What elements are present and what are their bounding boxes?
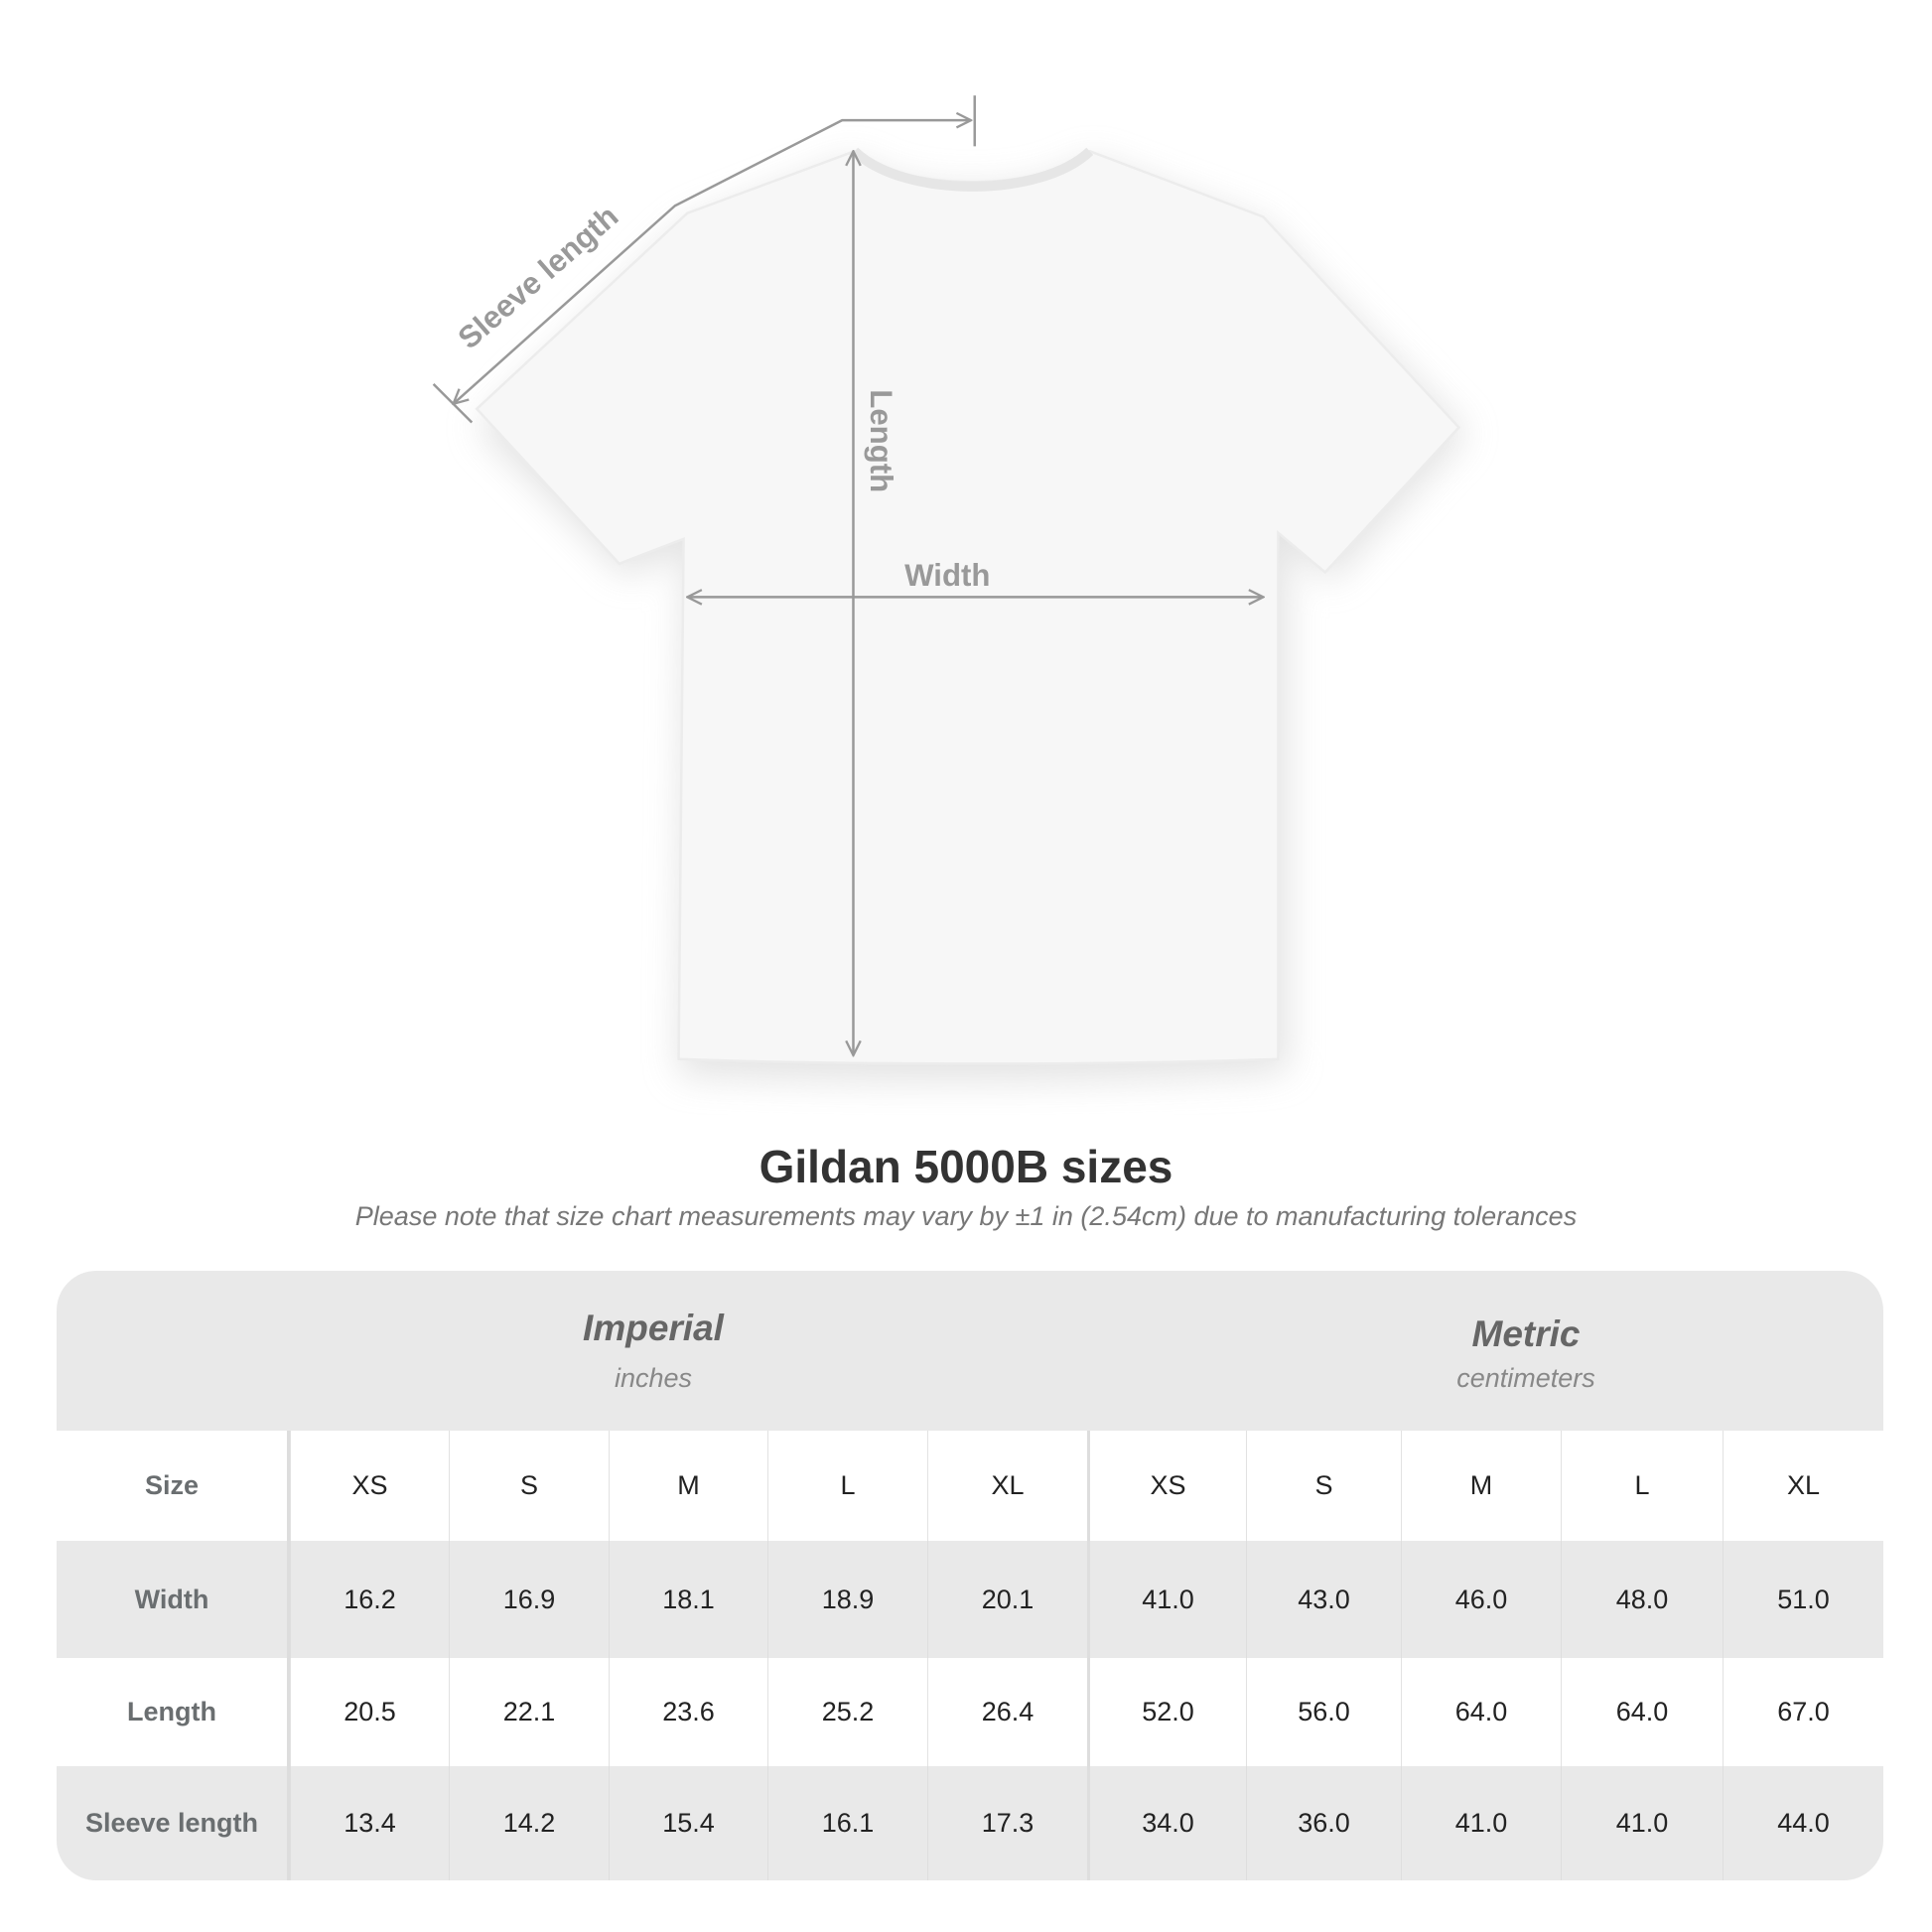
size-header-m: M [1401, 1431, 1561, 1541]
metric-unit: centimeters [1456, 1363, 1595, 1393]
size-table: Imperial inches Metric centimeters Size X… [57, 1271, 1883, 1880]
table-grid: Size XS S M L XL XS S M L XL Width 16.2 16.9 18.1 18.9 2… [57, 1431, 1883, 1880]
table-cell: 18.1 [609, 1541, 767, 1658]
table-cell: 13.4 [290, 1766, 449, 1880]
page-title: Gildan 5000B sizes [759, 1141, 1173, 1192]
size-header-xl: XL [1723, 1431, 1883, 1541]
length-label: Length [864, 389, 898, 492]
tolerance-note: Please note that size chart measurements… [354, 1201, 1578, 1231]
row-label: Sleeve length [57, 1766, 290, 1880]
row-label: Width [57, 1541, 290, 1658]
size-label: Size [57, 1431, 290, 1541]
table-cell: 20.5 [290, 1658, 449, 1766]
table-cell: 64.0 [1561, 1658, 1723, 1766]
table-cell: 41.0 [1561, 1766, 1723, 1880]
table-cell: 36.0 [1246, 1766, 1401, 1880]
table-cell: 26.4 [927, 1658, 1087, 1766]
table-cell: 43.0 [1246, 1541, 1401, 1658]
table-cell: 16.2 [290, 1541, 449, 1658]
table-cell: 41.0 [1087, 1541, 1246, 1658]
shirt-body [475, 149, 1461, 1065]
table-cell: 25.2 [767, 1658, 927, 1766]
table-cell: 46.0 [1401, 1541, 1561, 1658]
size-header-xs: XS [1087, 1431, 1246, 1541]
table-cell: 20.1 [927, 1541, 1087, 1658]
sleeve-tick-left [432, 382, 474, 424]
table-cell: 16.1 [767, 1766, 927, 1880]
table-cell: 51.0 [1723, 1541, 1883, 1658]
size-header-l: L [1561, 1431, 1723, 1541]
row-label: Length [57, 1658, 290, 1766]
table-cell: 56.0 [1246, 1658, 1401, 1766]
size-header-m: M [609, 1431, 767, 1541]
size-header-s: S [449, 1431, 609, 1541]
size-header-xl: XL [927, 1431, 1087, 1541]
sleeve-length-line [454, 120, 971, 404]
table-cell: 64.0 [1401, 1658, 1561, 1766]
table-header: Imperial inches Metric centimeters [57, 1271, 1883, 1431]
size-header-xs: XS [290, 1431, 449, 1541]
table-cell: 44.0 [1723, 1766, 1883, 1880]
imperial-header: Imperial inches [405, 1308, 901, 1394]
table-cell: 16.9 [449, 1541, 609, 1658]
table-cell: 48.0 [1561, 1541, 1723, 1658]
width-label: Width [904, 558, 990, 593]
metric-label: Metric [1471, 1313, 1581, 1354]
table-cell: 52.0 [1087, 1658, 1246, 1766]
tshirt-diagram: Sleeve length Length Width [432, 95, 1468, 1082]
size-header-s: S [1246, 1431, 1401, 1541]
table-cell: 22.1 [449, 1658, 609, 1766]
table-cell: 18.9 [767, 1541, 927, 1658]
table-cell: 41.0 [1401, 1766, 1561, 1880]
size-header-l: L [767, 1431, 927, 1541]
table-cell: 67.0 [1723, 1658, 1883, 1766]
table-cell: 17.3 [927, 1766, 1087, 1880]
imperial-label: Imperial [583, 1308, 724, 1348]
imperial-unit: inches [614, 1363, 693, 1393]
table-cell: 15.4 [609, 1766, 767, 1880]
table-cell: 23.6 [609, 1658, 767, 1766]
table-cell: 14.2 [449, 1766, 609, 1880]
table-cell: 34.0 [1087, 1766, 1246, 1880]
metric-header: Metric centimeters [1278, 1313, 1774, 1394]
